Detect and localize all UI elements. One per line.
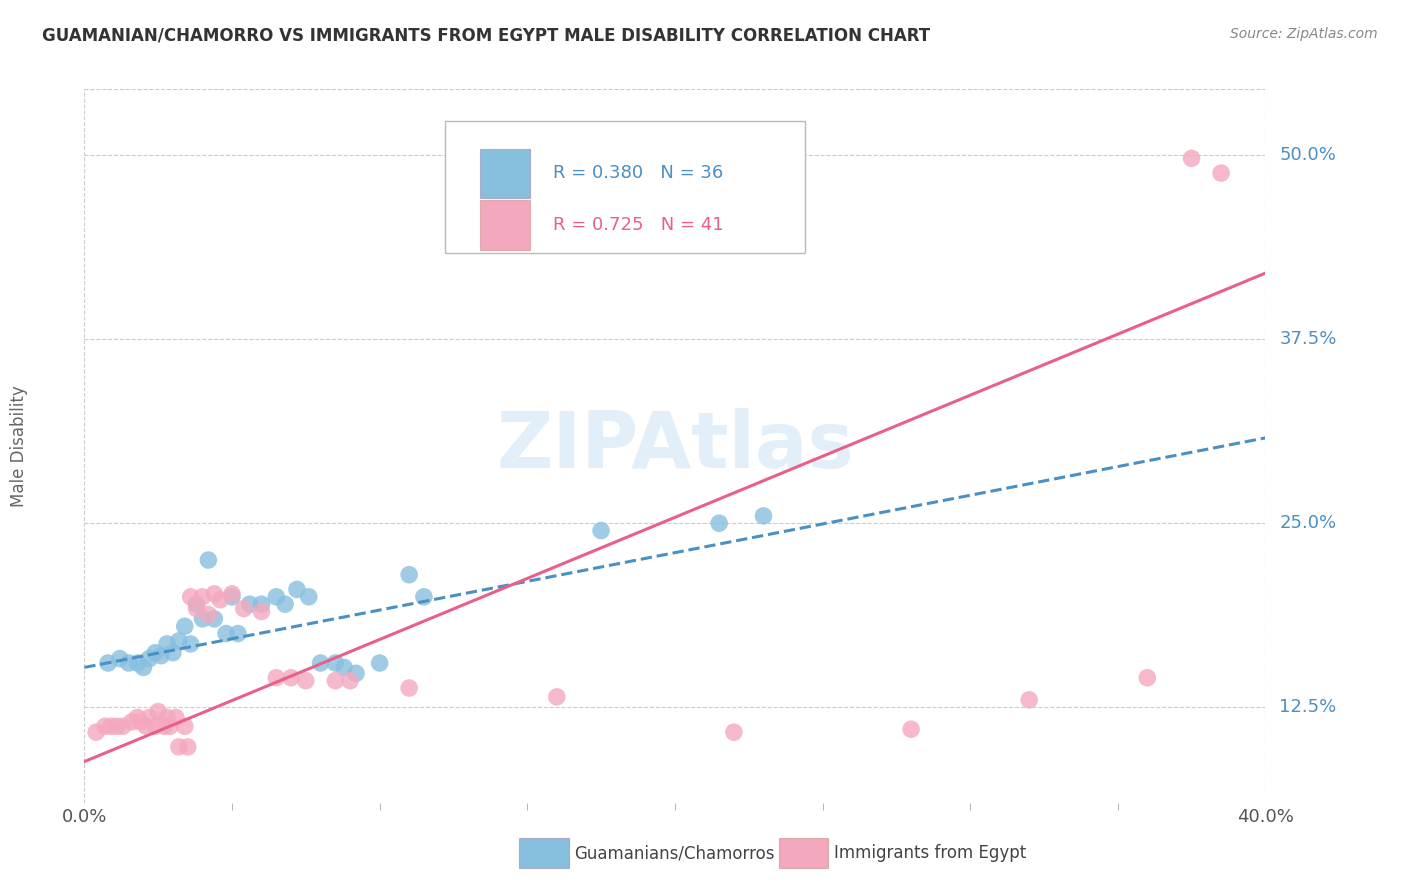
Point <box>129 714 152 729</box>
Point <box>264 671 288 685</box>
Text: Source: ZipAtlas.com: Source: ZipAtlas.com <box>1230 27 1378 41</box>
FancyBboxPatch shape <box>779 838 828 869</box>
Point <box>215 626 238 640</box>
Point <box>100 719 122 733</box>
Point <box>97 656 120 670</box>
Point <box>202 587 225 601</box>
Point <box>177 739 200 754</box>
Point <box>127 710 149 724</box>
Point <box>156 710 179 724</box>
Point <box>191 612 214 626</box>
Point <box>173 619 195 633</box>
Point <box>186 601 208 615</box>
Point <box>138 651 160 665</box>
Point <box>111 719 134 733</box>
Point <box>150 648 173 663</box>
Point <box>309 656 332 670</box>
Point <box>344 666 367 681</box>
Point <box>398 567 420 582</box>
Point <box>280 671 302 685</box>
Text: R = 0.380   N = 36: R = 0.380 N = 36 <box>553 164 724 182</box>
Point <box>285 582 308 597</box>
Point <box>221 587 243 601</box>
Point <box>143 719 166 733</box>
Point <box>368 656 391 670</box>
Text: Male Disability: Male Disability <box>10 385 28 507</box>
Point <box>94 719 117 733</box>
Point <box>226 626 249 640</box>
Point <box>221 590 243 604</box>
FancyBboxPatch shape <box>519 838 568 869</box>
Point <box>121 714 143 729</box>
Point <box>752 508 775 523</box>
Point <box>148 705 170 719</box>
Point <box>1018 693 1040 707</box>
Point <box>180 637 202 651</box>
Point <box>709 516 731 531</box>
Point <box>162 646 184 660</box>
Point <box>323 673 347 688</box>
Point <box>156 637 179 651</box>
Point <box>153 719 176 733</box>
Point <box>239 597 262 611</box>
Point <box>398 681 420 695</box>
Point <box>191 590 214 604</box>
Text: 50.0%: 50.0% <box>1279 146 1336 164</box>
Point <box>167 739 190 754</box>
Point <box>250 597 273 611</box>
Point <box>1136 671 1159 685</box>
Point <box>159 719 181 733</box>
Point <box>167 634 190 648</box>
Text: R = 0.725   N = 41: R = 0.725 N = 41 <box>553 216 724 234</box>
FancyBboxPatch shape <box>479 201 530 250</box>
Point <box>135 719 157 733</box>
Point <box>323 656 347 670</box>
Point <box>264 590 288 604</box>
Text: 12.5%: 12.5% <box>1279 698 1337 716</box>
Point <box>339 673 361 688</box>
Point <box>132 660 155 674</box>
Point <box>413 590 436 604</box>
Point <box>186 597 208 611</box>
Point <box>84 725 107 739</box>
Point <box>900 723 922 737</box>
Point <box>202 612 225 626</box>
Point <box>127 656 149 670</box>
Point <box>209 592 232 607</box>
Point <box>333 660 356 674</box>
Point <box>232 601 254 615</box>
Point <box>118 656 141 670</box>
Point <box>138 710 160 724</box>
Point <box>1209 166 1232 180</box>
Point <box>180 590 202 604</box>
Point <box>197 553 219 567</box>
Text: Immigrants from Egypt: Immigrants from Egypt <box>834 845 1026 863</box>
FancyBboxPatch shape <box>444 121 804 253</box>
Point <box>173 719 195 733</box>
Point <box>250 605 273 619</box>
Text: GUAMANIAN/CHAMORRO VS IMMIGRANTS FROM EGYPT MALE DISABILITY CORRELATION CHART: GUAMANIAN/CHAMORRO VS IMMIGRANTS FROM EG… <box>42 27 931 45</box>
Text: 37.5%: 37.5% <box>1279 330 1337 349</box>
Point <box>108 651 131 665</box>
Text: 25.0%: 25.0% <box>1279 515 1337 533</box>
Point <box>165 710 187 724</box>
Point <box>197 607 219 622</box>
Point <box>143 646 166 660</box>
Point <box>295 673 318 688</box>
Text: ZIPAtlas: ZIPAtlas <box>496 408 853 484</box>
Point <box>105 719 128 733</box>
Point <box>723 725 745 739</box>
FancyBboxPatch shape <box>479 149 530 198</box>
Point <box>591 524 613 538</box>
Text: Guamanians/Chamorros: Guamanians/Chamorros <box>575 845 775 863</box>
Point <box>546 690 568 704</box>
Point <box>298 590 321 604</box>
Point <box>1180 152 1202 166</box>
Point <box>274 597 297 611</box>
